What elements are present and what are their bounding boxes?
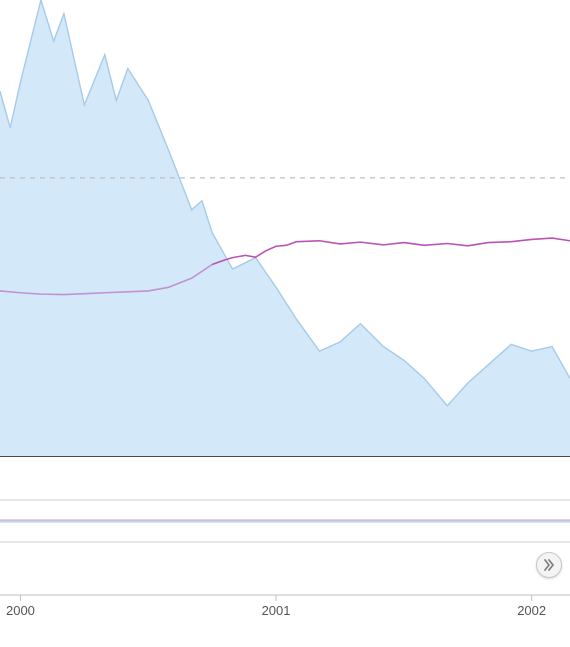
- scroll-right-button[interactable]: [536, 552, 562, 578]
- x-axis-label: 2001: [262, 603, 291, 618]
- area-series: [0, 0, 570, 456]
- chevron-double-right-icon: [542, 558, 556, 572]
- line-series-right: [212, 238, 570, 264]
- chart-svg: 2000 2001 2002: [0, 0, 570, 647]
- chart-container: { "main_chart": { "type": "area+line", "…: [0, 0, 570, 647]
- x-axis-label: 2002: [517, 603, 546, 618]
- x-axis-label: 2000: [6, 603, 35, 618]
